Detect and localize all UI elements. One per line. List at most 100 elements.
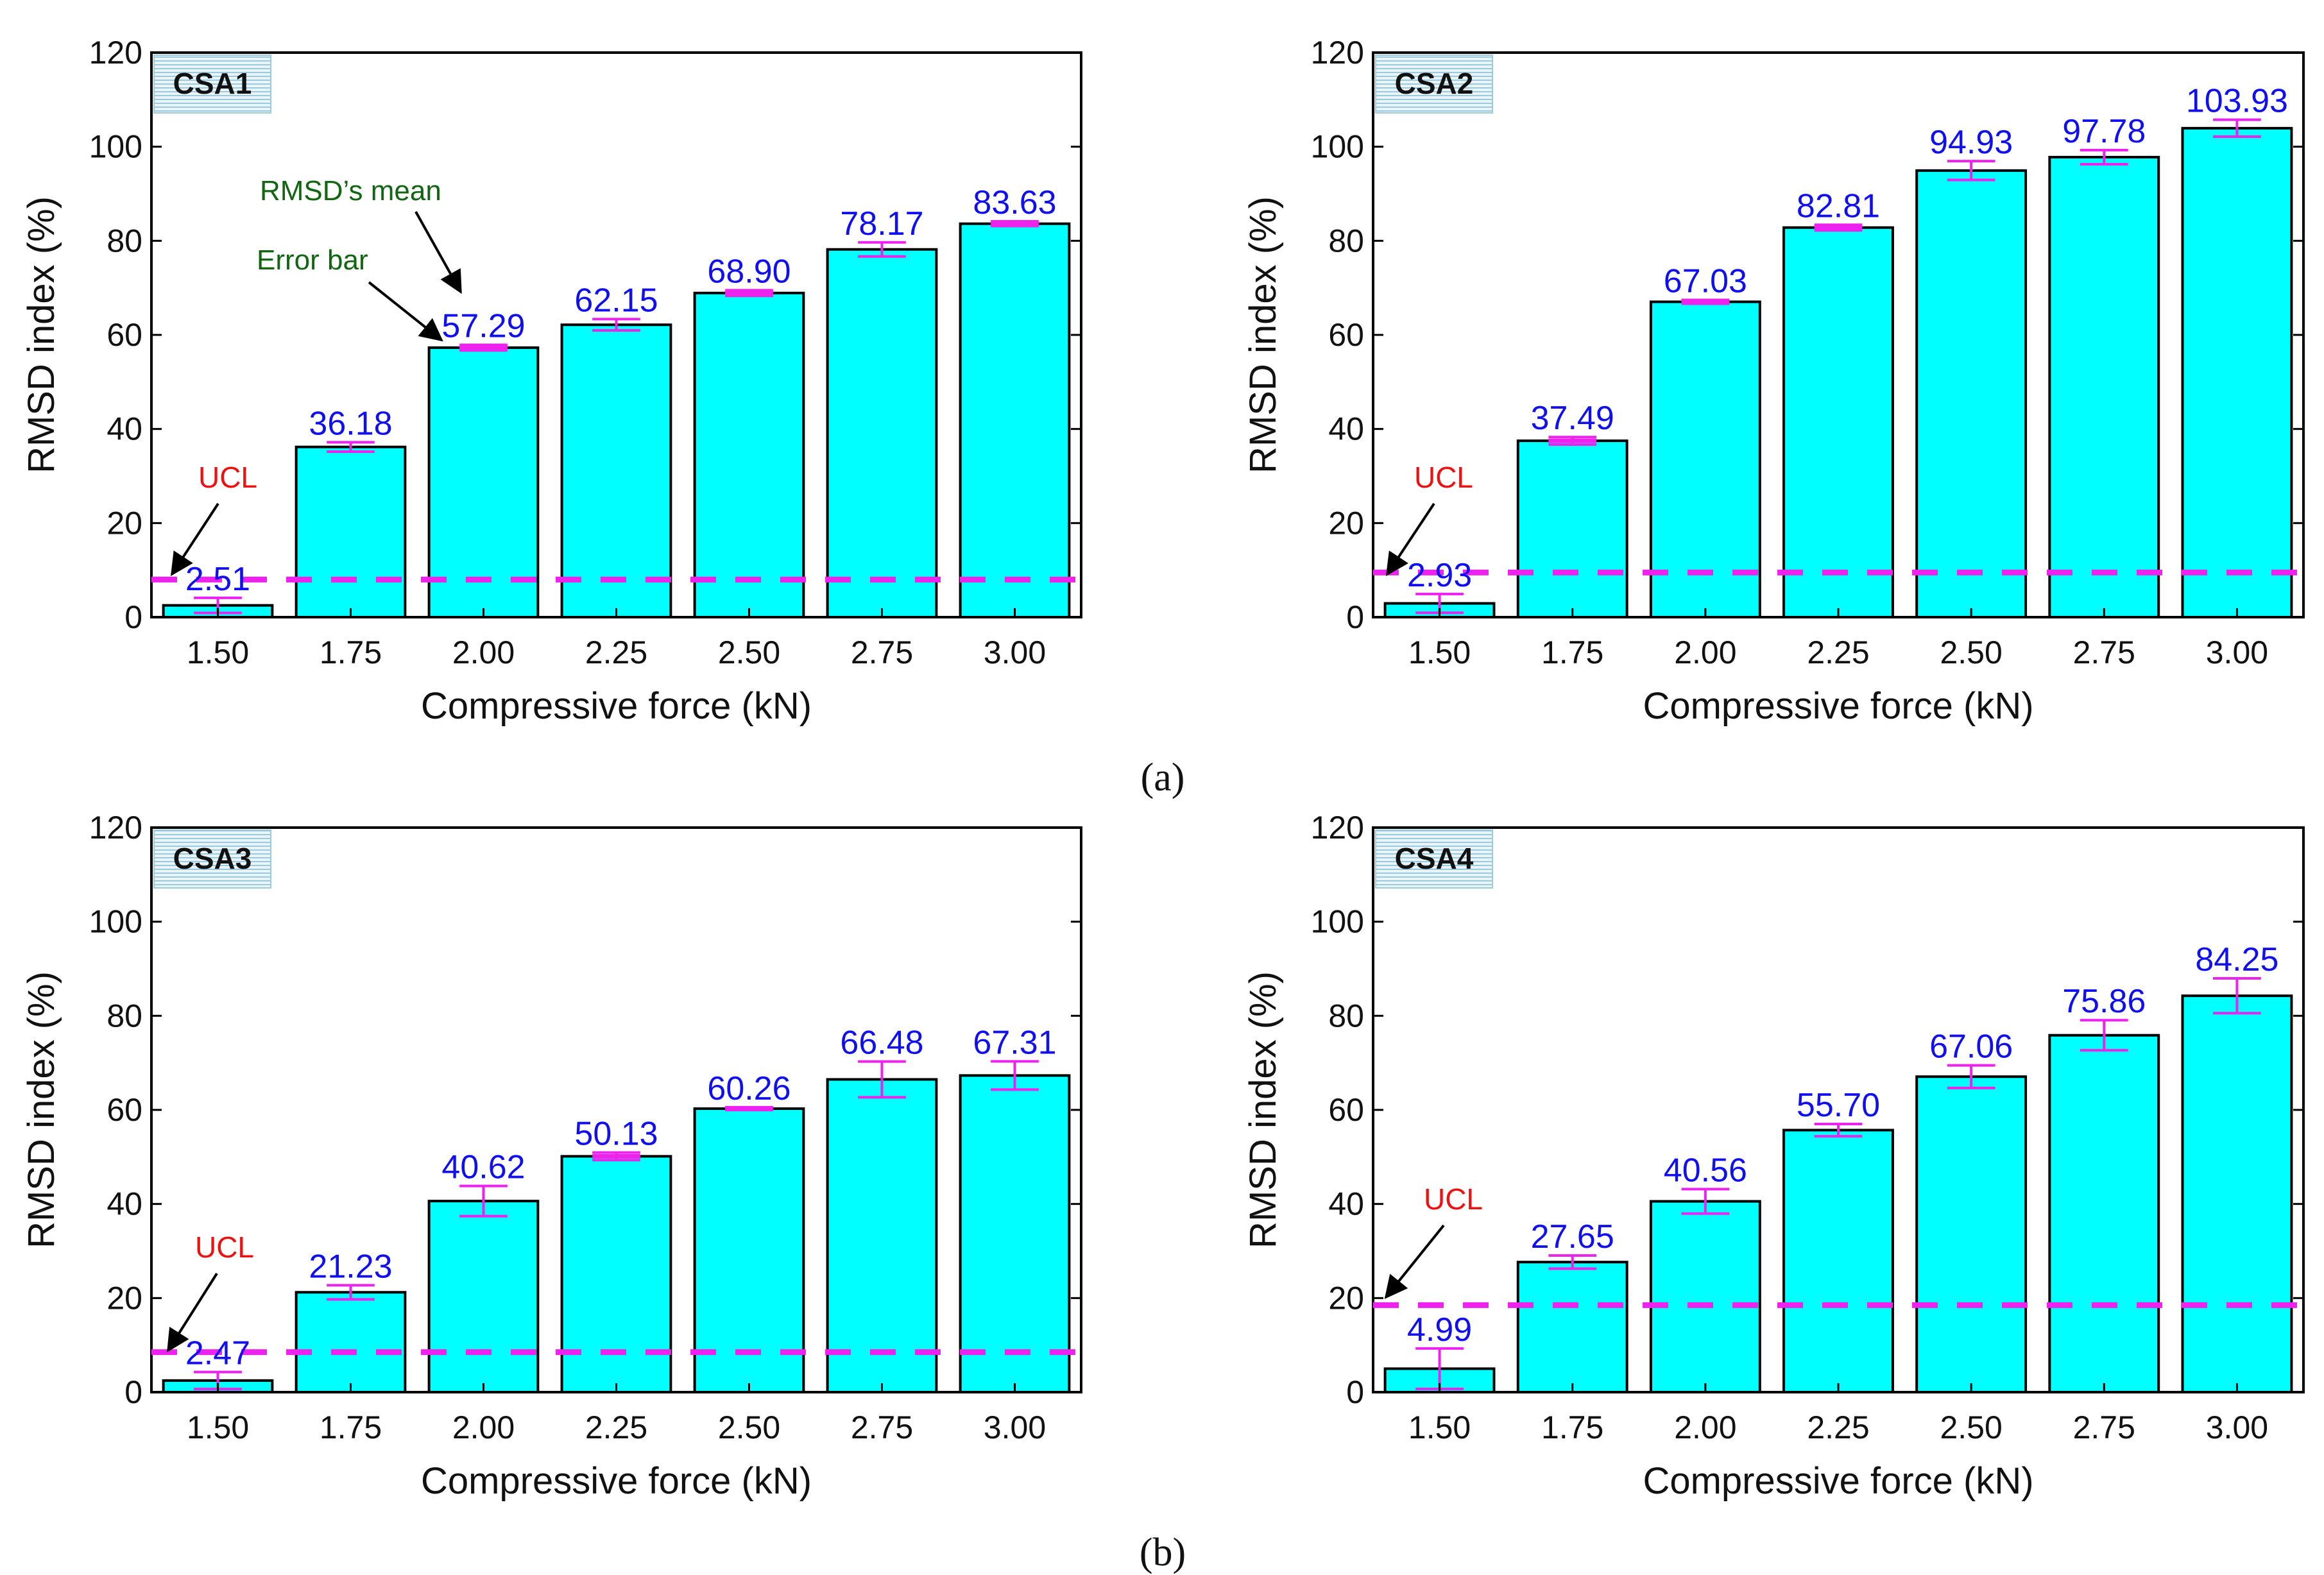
bar <box>1782 1128 1894 1393</box>
bar-value-label: 78.17 <box>840 205 923 243</box>
error-bar <box>1814 223 1863 232</box>
bar-value-label: 84.25 <box>2195 941 2278 978</box>
bar <box>1915 169 2028 618</box>
x-tick-label: 2.75 <box>851 634 913 670</box>
subfigure-label-b: (b) <box>1140 1531 1186 1574</box>
bar-value-label: 50.13 <box>574 1116 658 1153</box>
x-tick-label: 3.00 <box>2206 1409 2268 1445</box>
bar-value-label: 36.18 <box>309 405 392 442</box>
error-bar <box>1548 436 1597 446</box>
bar <box>826 1078 938 1393</box>
error-annotation-arrow <box>368 281 443 342</box>
x-axis-title: Compressive force (kN) <box>421 1460 812 1502</box>
bar <box>427 1200 540 1393</box>
y-tick-label: 40 <box>107 1186 142 1222</box>
y-tick-label: 0 <box>1346 599 1364 635</box>
error-bar <box>2080 148 2128 166</box>
y-tick-label: 60 <box>1328 1092 1364 1128</box>
x-tick-label: 1.75 <box>320 1409 382 1445</box>
bar <box>1649 300 1761 618</box>
y-tick-label: 80 <box>107 223 142 259</box>
bar <box>2181 994 2293 1393</box>
x-tick-label: 3.00 <box>984 634 1046 670</box>
x-tick-label: 2.25 <box>585 634 647 670</box>
error-bar <box>725 289 773 298</box>
x-tick-label: 2.50 <box>718 1409 780 1445</box>
y-tick-label: 120 <box>89 810 142 846</box>
bar-value-label: 57.29 <box>441 307 525 345</box>
x-tick-label: 1.50 <box>187 1409 249 1445</box>
x-tick-label: 2.50 <box>1940 634 2002 670</box>
y-tick-label: 120 <box>89 35 142 71</box>
error-bar <box>459 1184 508 1218</box>
x-tick-label: 1.50 <box>1408 1409 1471 1445</box>
bar-value-label: 55.70 <box>1797 1087 1880 1124</box>
error-bar <box>1814 1123 1863 1138</box>
panel-tag-label: CSA2 <box>1395 67 1474 100</box>
x-tick-label: 3.00 <box>2206 634 2268 670</box>
bar <box>560 1155 672 1393</box>
bar-value-label: 103.93 <box>2186 83 2288 120</box>
y-tick-label: 40 <box>1328 1186 1364 1222</box>
panel-csa3: 0 20 40 60 80 100 120 2.47 21.23 40.62 50.13 60.26 6… <box>21 810 1082 1502</box>
y-tick-label: 120 <box>1311 810 1364 846</box>
panel-tag: CSA3 <box>153 830 271 889</box>
y-axis-title: RMSD index (%) <box>1242 971 1284 1248</box>
bar-value-label: 67.31 <box>973 1024 1056 1061</box>
annotation-group: RMSD’s mean Error bar <box>257 175 462 342</box>
x-axis-title: Compressive force (kN) <box>421 685 812 727</box>
error-bar <box>991 1060 1039 1091</box>
x-tick-label: 2.75 <box>2073 634 2135 670</box>
x-tick-label: 3.00 <box>984 1409 1046 1445</box>
ucl-arrow <box>171 502 219 577</box>
bar-value-label: 75.86 <box>2062 983 2146 1020</box>
y-axis-title: RMSD index (%) <box>21 196 62 473</box>
bar-value-label: 83.63 <box>973 184 1056 221</box>
y-tick-label: 80 <box>1328 223 1364 259</box>
bar <box>693 291 805 618</box>
x-tick-label: 1.50 <box>187 634 249 670</box>
y-tick-label: 100 <box>89 129 142 165</box>
panel-csa1: 0 20 40 60 80 100 120 2.51 36.18 57.29 62.15 68.90 7… <box>21 35 1082 727</box>
y-tick-label: 0 <box>124 1374 142 1410</box>
error-bar <box>1681 1188 1730 1215</box>
x-tick-label: 2.00 <box>1674 634 1736 670</box>
bar <box>295 1291 407 1394</box>
panel-tag: CSA2 <box>1375 55 1493 114</box>
panel-tag-label: CSA1 <box>173 67 252 100</box>
error-bar <box>327 1284 375 1301</box>
y-tick-label: 40 <box>1328 411 1364 447</box>
bar <box>2181 126 2293 618</box>
bar-value-label: 68.90 <box>707 253 790 290</box>
y-tick-label: 20 <box>107 505 142 541</box>
y-tick-label: 20 <box>1328 1280 1364 1316</box>
bar <box>1649 1200 1761 1394</box>
x-tick-label: 2.75 <box>2073 1409 2135 1445</box>
panel-tag: CSA4 <box>1375 830 1493 889</box>
subfigure-label-a: (a) <box>1141 756 1185 799</box>
bar <box>2048 155 2160 619</box>
ucl-label: UCL <box>1424 1182 1483 1216</box>
error-bar <box>459 343 508 352</box>
bar-value-label: 2.47 <box>185 1335 250 1372</box>
bar-value-label: 60.26 <box>707 1070 790 1107</box>
error-bar <box>592 318 640 332</box>
bar <box>560 323 672 618</box>
error-bar <box>2213 118 2261 139</box>
error-bar <box>858 1060 906 1099</box>
bar <box>1915 1075 2028 1394</box>
y-tick-label: 20 <box>1328 505 1364 541</box>
x-tick-label: 2.25 <box>1807 634 1869 670</box>
error-bar <box>1947 160 1995 182</box>
bar-value-label: 66.48 <box>840 1025 923 1062</box>
bar <box>959 222 1071 619</box>
error-bar <box>2080 1019 2128 1052</box>
y-tick-label: 80 <box>1328 998 1364 1034</box>
error-annotation-label: Error bar <box>257 244 368 276</box>
error-bar <box>1947 1064 1995 1089</box>
panel-tag-label: CSA4 <box>1395 842 1474 875</box>
bar <box>1516 439 1628 618</box>
bar <box>959 1074 1071 1393</box>
bar-value-label: 94.93 <box>1929 124 2013 161</box>
bar-value-label: 40.62 <box>441 1149 525 1186</box>
